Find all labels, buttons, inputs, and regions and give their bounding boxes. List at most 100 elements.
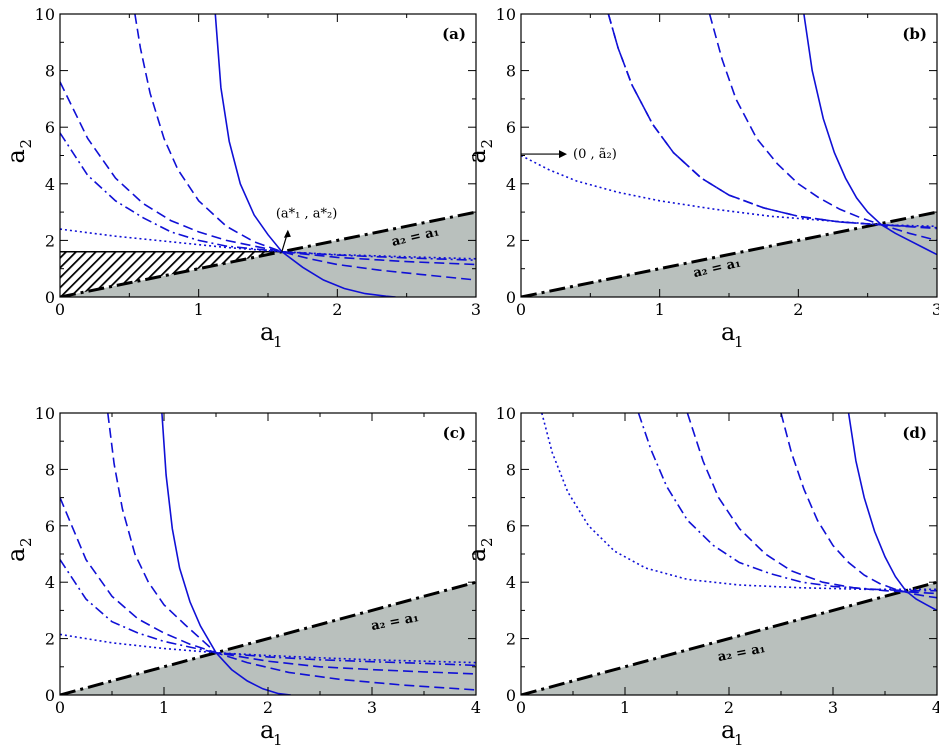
y-tick-label: 4 bbox=[45, 573, 55, 592]
y-tick-label: 10 bbox=[496, 404, 516, 423]
annotation-arrowhead bbox=[559, 150, 567, 159]
annotation-label: (a*₁ , a*₂) bbox=[276, 207, 337, 222]
y-axis-label-sub: 2 bbox=[17, 139, 35, 149]
y-axis-label: a bbox=[463, 149, 491, 163]
annotation-label: (0 , ã₂) bbox=[573, 147, 617, 162]
panel-label: (a) bbox=[442, 25, 466, 43]
plot-area bbox=[60, 413, 476, 695]
x-axis-label: a bbox=[721, 318, 735, 346]
x-tick-label: 2 bbox=[724, 698, 734, 717]
y-tick-label: 6 bbox=[506, 517, 516, 536]
y-tick-label: 2 bbox=[506, 231, 516, 250]
x-axis-label-sub: 1 bbox=[273, 333, 283, 351]
x-axis-label-sub: 1 bbox=[734, 333, 744, 351]
series-5-dotted bbox=[541, 413, 937, 591]
y-axis-label: a bbox=[463, 548, 491, 562]
series-4-dashdot bbox=[60, 132, 476, 261]
y-tick-label: 8 bbox=[45, 460, 55, 479]
x-tick-label: 2 bbox=[332, 300, 342, 319]
plot-area bbox=[60, 14, 476, 297]
diagonal-line bbox=[60, 210, 476, 297]
y-tick-label: 2 bbox=[45, 630, 55, 649]
y-tick-label: 0 bbox=[45, 686, 55, 705]
y-tick-label: 10 bbox=[35, 5, 55, 24]
x-tick-label: 3 bbox=[932, 300, 939, 319]
series-5-dotted bbox=[60, 228, 476, 260]
y-tick-label: 6 bbox=[45, 517, 55, 536]
x-axis-label: a bbox=[260, 318, 274, 346]
y-axis-label-sub: 2 bbox=[478, 537, 496, 547]
x-tick-label: 3 bbox=[471, 300, 481, 319]
series-3-dashed bbox=[607, 14, 937, 230]
x-axis-label-sub: 1 bbox=[734, 731, 744, 749]
x-tick-label: 2 bbox=[263, 698, 273, 717]
x-tick-label: 4 bbox=[932, 698, 939, 717]
y-axis-label: a bbox=[2, 149, 30, 163]
x-tick-label: 0 bbox=[516, 698, 526, 717]
plot-area bbox=[521, 413, 937, 695]
y-tick-label: 8 bbox=[45, 62, 55, 81]
panel-label: (b) bbox=[902, 25, 927, 43]
series-3-dashed bbox=[60, 81, 476, 266]
plot-area bbox=[521, 14, 937, 297]
y-axis-label-group: a2 bbox=[463, 139, 496, 164]
y-axis-label: a bbox=[2, 548, 30, 562]
y-tick-label: 6 bbox=[45, 118, 55, 137]
series-2-dashed bbox=[134, 14, 476, 281]
diagonal-line bbox=[521, 580, 937, 695]
y-tick-label: 2 bbox=[45, 231, 55, 250]
y-tick-label: 0 bbox=[506, 288, 516, 307]
x-tick-label: 3 bbox=[828, 698, 838, 717]
x-axis-label: a bbox=[260, 716, 274, 744]
x-tick-label: 1 bbox=[159, 698, 169, 717]
series-2-dashed bbox=[708, 14, 937, 242]
x-tick-label: 4 bbox=[471, 698, 481, 717]
series-1-solid bbox=[161, 413, 291, 695]
x-tick-label: 0 bbox=[55, 300, 65, 319]
x-axis-label-sub: 1 bbox=[273, 731, 283, 749]
y-tick-label: 8 bbox=[506, 460, 516, 479]
diagonal-line bbox=[60, 580, 476, 695]
series-1-solid bbox=[847, 413, 937, 612]
x-tick-label: 2 bbox=[793, 300, 803, 319]
series-3-dashed bbox=[60, 497, 476, 675]
series-2-dashed bbox=[107, 413, 476, 691]
y-tick-label: 4 bbox=[506, 573, 516, 592]
panel-label: (c) bbox=[443, 424, 466, 442]
y-tick-label: 0 bbox=[45, 288, 55, 307]
y-tick-label: 10 bbox=[496, 5, 516, 24]
x-tick-label: 0 bbox=[516, 300, 526, 319]
x-axis-label: a bbox=[721, 716, 735, 744]
series-4-dashdot bbox=[60, 559, 476, 667]
y-tick-label: 4 bbox=[506, 175, 516, 194]
panel-label: (d) bbox=[902, 424, 927, 442]
x-tick-label: 3 bbox=[367, 698, 377, 717]
annotation-arrowhead bbox=[283, 229, 291, 238]
y-tick-label: 4 bbox=[45, 175, 55, 194]
series-4-dashdot bbox=[607, 14, 937, 229]
hatched-region bbox=[60, 251, 282, 297]
x-tick-label: 1 bbox=[655, 300, 665, 319]
y-tick-label: 6 bbox=[506, 118, 516, 137]
x-tick-label: 1 bbox=[620, 698, 630, 717]
x-tick-label: 0 bbox=[55, 698, 65, 717]
y-axis-label-group: a2 bbox=[2, 139, 35, 164]
y-axis-label-sub: 2 bbox=[17, 537, 35, 547]
y-axis-label-group: a2 bbox=[2, 537, 35, 562]
y-tick-label: 10 bbox=[35, 404, 55, 423]
y-tick-label: 8 bbox=[506, 62, 516, 81]
series-4-dashdot bbox=[637, 413, 937, 592]
series-5-dotted bbox=[60, 633, 476, 664]
y-axis-label-sub: 2 bbox=[478, 139, 496, 149]
series-1-solid bbox=[803, 14, 937, 256]
y-axis-label-group: a2 bbox=[463, 537, 496, 562]
y-tick-label: 2 bbox=[506, 630, 516, 649]
y-tick-label: 0 bbox=[506, 686, 516, 705]
x-tick-label: 1 bbox=[194, 300, 204, 319]
diagonal-line bbox=[521, 210, 937, 297]
